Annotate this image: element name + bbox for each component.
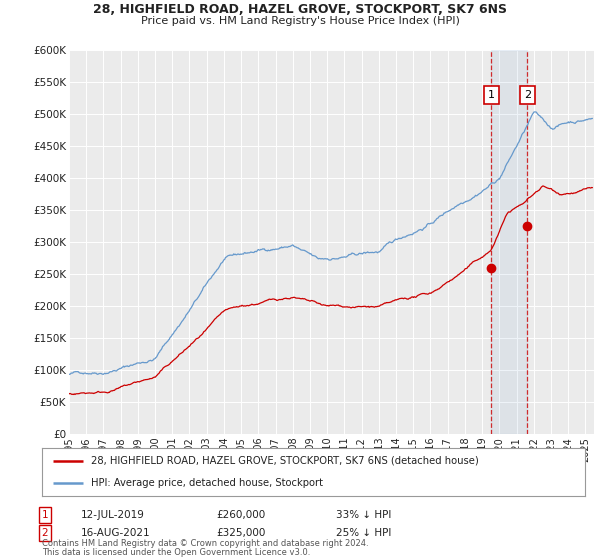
Text: HPI: Average price, detached house, Stockport: HPI: Average price, detached house, Stoc… [91, 478, 323, 488]
Bar [491, 50, 527, 434]
Text: £260,000: £260,000 [216, 510, 265, 520]
Text: Contains HM Land Registry data © Crown copyright and database right 2024.: Contains HM Land Registry data © Crown c… [42, 539, 368, 548]
Text: 1: 1 [41, 510, 49, 520]
Text: 33% ↓ HPI: 33% ↓ HPI [336, 510, 391, 520]
Text: 2: 2 [41, 528, 49, 538]
Text: 16-AUG-2021: 16-AUG-2021 [81, 528, 151, 538]
Text: 25% ↓ HPI: 25% ↓ HPI [336, 528, 391, 538]
Text: Price paid vs. HM Land Registry's House Price Index (HPI): Price paid vs. HM Land Registry's House … [140, 16, 460, 26]
Text: £325,000: £325,000 [216, 528, 265, 538]
Text: 12-JUL-2019: 12-JUL-2019 [81, 510, 145, 520]
Text: This data is licensed under the Open Government Licence v3.0.: This data is licensed under the Open Gov… [42, 548, 310, 557]
Text: 1: 1 [488, 90, 495, 100]
Text: 28, HIGHFIELD ROAD, HAZEL GROVE, STOCKPORT, SK7 6NS (detached house): 28, HIGHFIELD ROAD, HAZEL GROVE, STOCKPO… [91, 456, 479, 466]
Text: 2: 2 [524, 90, 531, 100]
Text: 28, HIGHFIELD ROAD, HAZEL GROVE, STOCKPORT, SK7 6NS: 28, HIGHFIELD ROAD, HAZEL GROVE, STOCKPO… [93, 3, 507, 16]
